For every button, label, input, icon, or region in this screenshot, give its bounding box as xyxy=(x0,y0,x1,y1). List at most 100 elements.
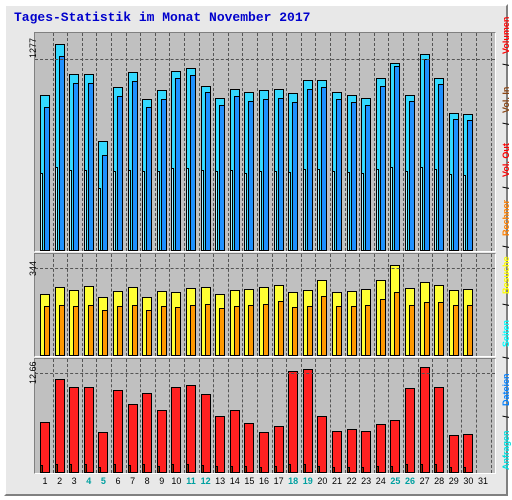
bar xyxy=(73,83,79,251)
bar xyxy=(201,170,204,251)
bar xyxy=(171,464,174,473)
bar xyxy=(102,155,108,251)
bar xyxy=(467,120,473,251)
yaxis-label-mid: 344 xyxy=(28,261,38,276)
xaxis-label: 21 xyxy=(330,476,344,486)
bar xyxy=(146,107,152,251)
bar xyxy=(186,385,196,473)
panel-requests xyxy=(34,32,496,252)
bar xyxy=(230,466,233,473)
bar xyxy=(420,367,430,473)
bar xyxy=(347,172,350,251)
bar xyxy=(190,305,196,356)
bar xyxy=(332,467,335,473)
legend: Anfragen/Dateien/Seiten/Besuche/Rechner/… xyxy=(490,32,504,474)
yaxis-label-top: 1277 xyxy=(28,38,38,58)
xaxis-label: 30 xyxy=(461,476,475,486)
bar xyxy=(40,173,43,251)
bar xyxy=(288,172,291,251)
bar xyxy=(292,307,298,356)
bar xyxy=(409,305,415,356)
legend-sep: / xyxy=(501,415,511,418)
bar xyxy=(128,404,138,473)
xaxis-label: 9 xyxy=(155,476,169,486)
bar xyxy=(259,171,262,251)
bar xyxy=(171,168,174,251)
legend-label: Vol. In xyxy=(501,86,511,112)
bar xyxy=(132,81,138,251)
bar xyxy=(55,464,58,473)
bar xyxy=(361,173,364,251)
bar xyxy=(44,306,50,356)
bar xyxy=(244,466,247,473)
xaxis-label: 6 xyxy=(111,476,125,486)
legend-label: Volumen xyxy=(501,17,511,54)
xaxis-label: 18 xyxy=(286,476,300,486)
bar xyxy=(376,466,379,473)
bar xyxy=(55,379,65,473)
bar xyxy=(161,306,167,356)
bar xyxy=(128,465,131,473)
bar xyxy=(161,99,167,251)
legend-label: Rechner xyxy=(501,200,511,236)
xaxis-label: 28 xyxy=(432,476,446,486)
bar xyxy=(142,393,152,473)
chart-frame: Tages-Statistik im Monat November 2017 1… xyxy=(4,4,508,496)
bar xyxy=(59,305,65,356)
xaxis-label: 24 xyxy=(374,476,388,486)
bar xyxy=(215,416,225,473)
bar xyxy=(405,464,408,473)
bar xyxy=(409,101,415,251)
bar xyxy=(438,84,444,251)
bar xyxy=(132,305,138,356)
bar xyxy=(317,169,320,251)
bar xyxy=(336,306,342,356)
bar xyxy=(321,296,327,356)
xaxis-label: 13 xyxy=(213,476,227,486)
bar xyxy=(263,304,269,356)
xaxis-label: 16 xyxy=(257,476,271,486)
bar xyxy=(453,305,459,356)
xaxis-label: 25 xyxy=(388,476,402,486)
bar xyxy=(405,171,408,251)
bar xyxy=(128,170,131,251)
legend-label: Anfragen xyxy=(501,430,511,470)
bar xyxy=(288,464,291,473)
bar xyxy=(390,466,393,473)
bar xyxy=(438,302,444,356)
bar xyxy=(351,102,357,251)
bar xyxy=(390,167,393,251)
xaxis-label: 3 xyxy=(67,476,81,486)
bar xyxy=(278,98,284,251)
xaxis-label: 12 xyxy=(199,476,213,486)
bar xyxy=(102,310,108,356)
legend-sep: / xyxy=(501,63,511,66)
xaxis-label: 20 xyxy=(315,476,329,486)
bar xyxy=(234,306,240,356)
bar xyxy=(288,371,298,473)
xaxis-label: 8 xyxy=(140,476,154,486)
bar xyxy=(175,78,181,251)
xaxis-label: 29 xyxy=(447,476,461,486)
bar xyxy=(234,96,240,251)
xaxis-label: 5 xyxy=(96,476,110,486)
bar xyxy=(84,387,94,473)
legend-sep: / xyxy=(501,122,511,125)
bar xyxy=(394,66,400,251)
bar xyxy=(303,369,313,473)
legend-sep: / xyxy=(501,304,511,307)
bar xyxy=(69,170,72,251)
chart-title: Tages-Statistik im Monat November 2017 xyxy=(14,10,310,25)
bar xyxy=(274,466,277,473)
bar xyxy=(117,306,123,356)
bar xyxy=(157,171,160,251)
xaxis-label: 17 xyxy=(272,476,286,486)
bar xyxy=(113,390,123,473)
bar xyxy=(317,416,327,473)
xaxis: 1234567891011121314151617181920212223242… xyxy=(34,474,496,492)
bar xyxy=(113,464,116,473)
bar xyxy=(351,306,357,356)
bar xyxy=(321,87,327,251)
bar xyxy=(44,107,50,251)
xaxis-label: 19 xyxy=(301,476,315,486)
